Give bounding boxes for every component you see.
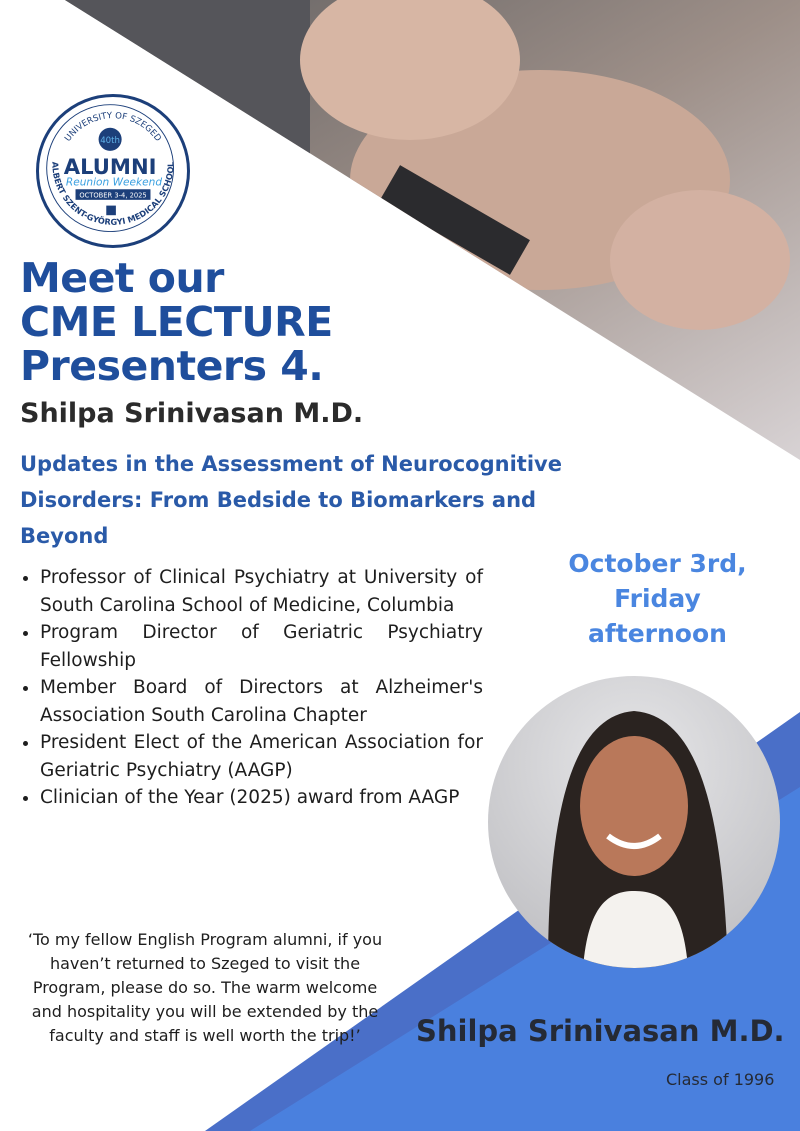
lecture-date: October 3rd, Friday afternoon bbox=[540, 546, 775, 651]
griffin-crest-icon bbox=[106, 205, 116, 216]
logo-dates: OCTOBER 3-4, 2025 bbox=[79, 191, 146, 199]
lecture-title: Updates in the Assessment of Neurocognit… bbox=[20, 452, 562, 548]
date-line: October 3rd, bbox=[568, 549, 747, 578]
list-item: Clinician of the Year (2025) award from … bbox=[40, 784, 483, 812]
title-line: CME LECTURE bbox=[20, 298, 333, 346]
presenter-portrait bbox=[488, 676, 780, 968]
footer-presenter-name: Shilpa Srinivasan M.D. bbox=[416, 1014, 785, 1048]
credentials-list: Professor of Clinical Psychiatry at Univ… bbox=[20, 564, 483, 812]
class-year: Class of 1996 bbox=[666, 1070, 775, 1089]
testimonial-quote: ‘To my fellow English Program alumni, if… bbox=[27, 930, 383, 1045]
date-line: afternoon bbox=[588, 619, 727, 648]
list-item: Program Director of Geriatric Psychiatry… bbox=[40, 619, 483, 674]
alumni-reunion-logo: UNIVERSITY OF SZEGED ALBERT SZENT-GYÖRGY… bbox=[36, 94, 190, 248]
page-title: Meet our CME LECTURE Presenters 4. bbox=[20, 256, 333, 388]
hands-photo bbox=[65, 0, 800, 460]
title-line: Meet our bbox=[20, 254, 224, 302]
title-line: Presenters 4. bbox=[20, 342, 324, 390]
date-line: Friday bbox=[614, 584, 701, 613]
logo-anniversary: 40th bbox=[100, 136, 120, 146]
list-item: Professor of Clinical Psychiatry at Univ… bbox=[40, 564, 483, 619]
presenter-name: Shilpa Srinivasan M.D. bbox=[20, 398, 364, 429]
list-item: Member Board of Directors at Alzheimer's… bbox=[40, 674, 483, 729]
list-item: President Elect of the American Associat… bbox=[40, 729, 483, 784]
logo-main: ALUMNI bbox=[64, 154, 157, 179]
logo-script: Reunion Weekend bbox=[66, 176, 162, 188]
